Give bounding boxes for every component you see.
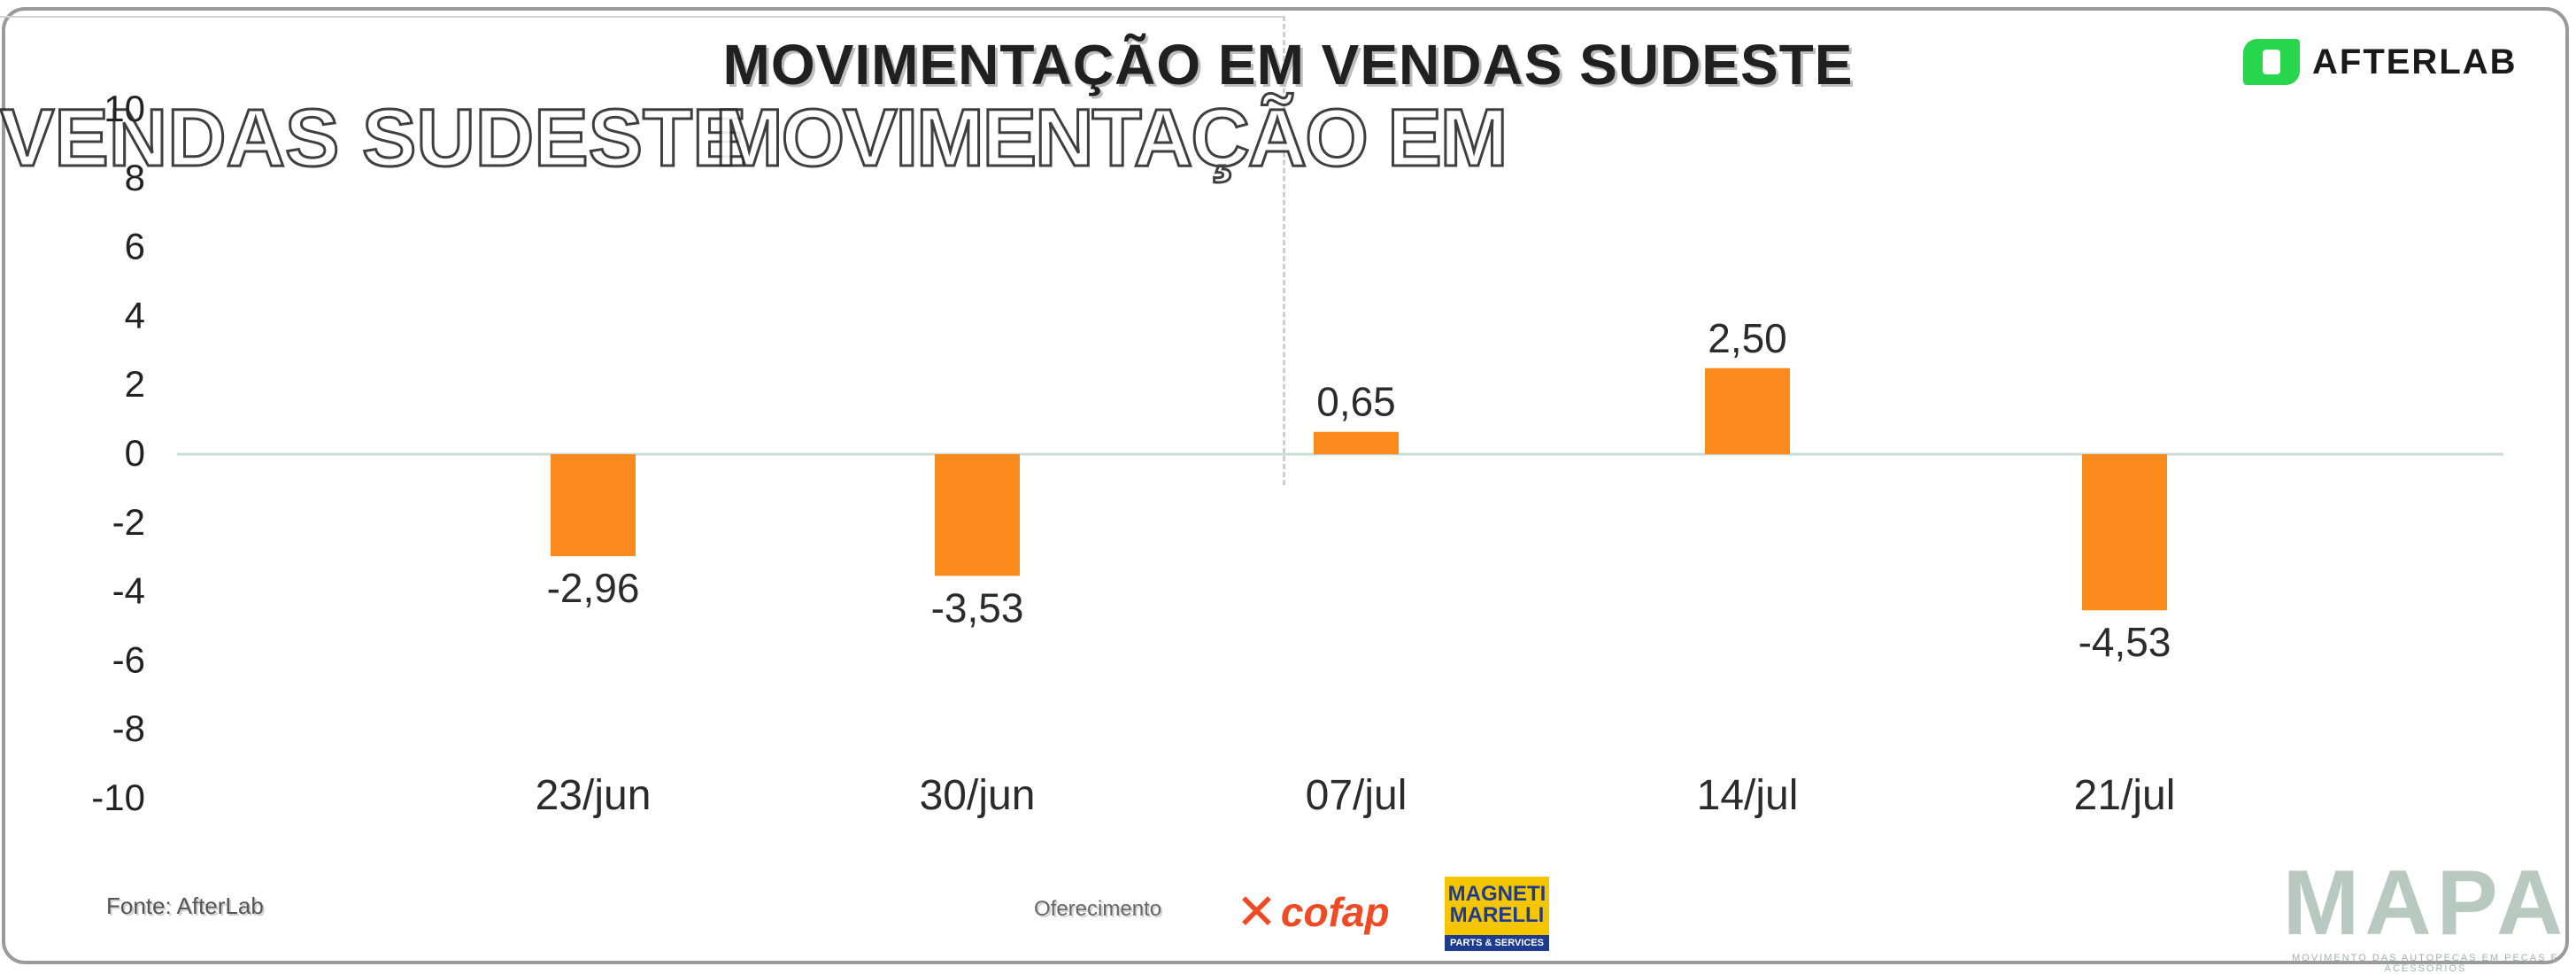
chart-title: MOVIMENTAÇÃO EM VENDAS SUDESTE	[722, 33, 1854, 97]
y-tick-label: -6	[112, 638, 145, 680]
mapa-logo-word: MAPA	[2282, 852, 2569, 955]
afterlab-logo-text: AFTERLAB	[2312, 42, 2518, 81]
value-labels: -2,96 -3,53 0,65 2,50 -4,53	[547, 315, 2171, 665]
y-tick-label: 2	[125, 363, 145, 405]
overlay-ghost-text-right: MOVIMENTAÇÃO EM	[713, 92, 1508, 185]
y-tick-label: 0	[125, 432, 145, 474]
magneti-marelli-name: MAGNETI MARELLI	[1447, 882, 1546, 927]
bar-14-jul	[1705, 367, 1790, 454]
x-tick-label: 07/jul	[1306, 772, 1408, 819]
y-tick-label: -2	[112, 501, 145, 543]
overlay-ghost-text-left: VENDAS SUDESTE	[0, 92, 748, 185]
y-tick-label: -10	[91, 777, 145, 818]
data-label: -4,53	[2079, 619, 2171, 665]
y-tick-label: 10	[104, 88, 145, 129]
overlay-artifact-box	[0, 16, 1285, 485]
cofap-logo: ✕ cofap	[1236, 884, 1390, 939]
x-tick-label: 14/jul	[1697, 772, 1799, 819]
sponsor-label: Oferecimento	[1034, 897, 1162, 921]
mapa-logo-tagline: MOVIMENTO DAS AUTOPEÇAS EM PEÇAS E ACESS…	[2292, 953, 2559, 974]
bar-30-jun	[935, 454, 1020, 576]
x-tick-label: 23/jun	[536, 772, 652, 819]
y-tick-label: 6	[125, 226, 145, 267]
y-tick-label: -8	[112, 707, 145, 749]
data-label: 2,50	[1708, 315, 1787, 361]
x-tick-label: 30/jun	[920, 772, 1036, 819]
afterlab-logo-mark-icon	[2243, 39, 2300, 85]
mapa-logo: MAPA MOVIMENTO DAS AUTOPEÇAS EM PEÇAS E …	[2275, 857, 2576, 974]
source-note: Fonte: AfterLab	[106, 893, 264, 919]
magneti-marelli-subtitle: PARTS & SERVICES	[1445, 935, 1549, 951]
data-label: -2,96	[547, 565, 640, 611]
cofap-x-icon: ✕	[1236, 884, 1277, 939]
x-axis-ticks: 23/jun 30/jun 07/jul 14/jul 21/jul	[536, 772, 2176, 819]
bar-07-jul	[1314, 431, 1399, 454]
x-tick-label: 21/jul	[2074, 772, 2176, 819]
bar-23-jun	[551, 454, 636, 557]
cofap-logo-text: cofap	[1280, 889, 1390, 935]
magneti-marelli-logo: MAGNETI MARELLI PARTS & SERVICES	[1445, 877, 1549, 951]
data-label: -3,53	[931, 584, 1024, 630]
y-axis-ticks: 10 8 6 4 2 0 -2 -4 -6 -8 -10	[91, 88, 145, 818]
y-tick-label: 8	[125, 157, 145, 198]
y-tick-label: 4	[125, 294, 145, 336]
data-label: 0,65	[1316, 379, 1396, 425]
afterlab-logo: AFTERLAB	[2243, 37, 2518, 87]
bar-series	[551, 367, 2167, 611]
bar-21-jul	[2082, 454, 2167, 611]
y-tick-label: -4	[112, 570, 145, 612]
